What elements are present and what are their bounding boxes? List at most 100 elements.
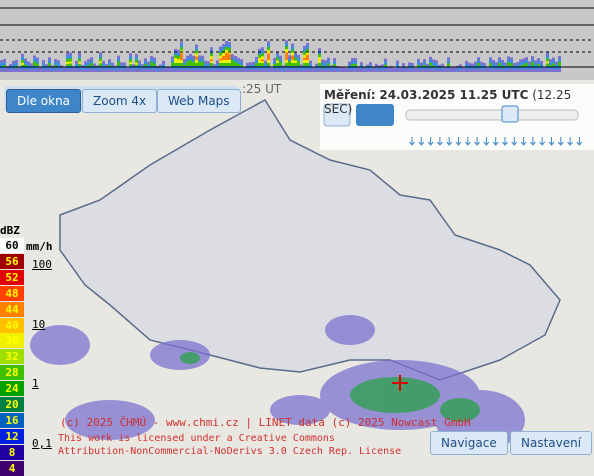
frame-arrow: [474, 137, 480, 146]
legend-level: 24: [0, 381, 24, 397]
frame-arrows: [409, 137, 583, 146]
histogram-bar: [498, 63, 501, 66]
histogram-bar: [531, 62, 534, 66]
histogram-bar: [132, 67, 135, 70]
histogram-bar: [444, 67, 447, 72]
histogram-bar: [318, 57, 321, 63]
slider-handle[interactable]: [501, 105, 519, 123]
histogram-bar: [255, 62, 258, 66]
histogram-bar: [294, 60, 297, 63]
histogram-bar: [105, 67, 108, 70]
histogram-bar: [222, 55, 225, 60]
histogram-bar: [237, 63, 240, 66]
nav-button[interactable]: Navigace: [430, 431, 508, 455]
histogram-bar: [177, 58, 180, 63]
histogram-bar: [99, 61, 102, 64]
histogram-bar: [378, 68, 381, 71]
histogram-bar: [114, 68, 117, 71]
histogram-bar: [459, 67, 462, 70]
histogram-bar: [387, 66, 390, 72]
histogram-bar: [141, 67, 144, 70]
frame-arrow: [511, 137, 518, 146]
histogram-bar: [213, 67, 216, 70]
histogram-bar: [432, 65, 435, 68]
histogram-bar: [195, 56, 198, 60]
histogram-bar: [243, 67, 246, 72]
hidden-time: :25 UT: [242, 82, 282, 96]
histogram-bar: [42, 63, 45, 69]
histogram-bar: [303, 57, 306, 60]
histogram-bar: [513, 66, 516, 69]
frame-arrow: [520, 137, 527, 146]
histogram-bar: [267, 53, 270, 60]
legend-level: 48: [0, 285, 24, 301]
histogram-bar: [324, 63, 327, 69]
histogram-bar: [477, 63, 480, 66]
play-button[interactable]: [356, 104, 394, 126]
histogram-bar: [345, 67, 348, 72]
histogram-bar: [117, 61, 120, 66]
legend-level: 16: [0, 412, 24, 428]
histogram-bar: [219, 58, 222, 61]
histogram-bar: [186, 61, 189, 66]
legend-level: 56: [0, 253, 24, 269]
legend-level: 12: [0, 428, 24, 444]
histogram-bar: [411, 66, 414, 69]
frame-arrow: [539, 137, 546, 146]
frame-arrow: [427, 137, 434, 146]
frame-arrow: [502, 137, 508, 146]
histogram-bar: [375, 66, 378, 69]
legend-level: 36: [0, 333, 24, 349]
histogram-bar: [273, 63, 276, 66]
histogram-bar: [258, 57, 261, 63]
frame-arrow: [530, 137, 536, 146]
histogram-bar: [270, 67, 273, 72]
reload-button[interactable]: [323, 103, 351, 127]
histogram-bar: [51, 68, 54, 71]
toolbar-button[interactable]: Web Maps: [157, 89, 241, 113]
slider[interactable]: [405, 109, 579, 121]
histogram-bar: [240, 65, 243, 68]
histogram-bar: [63, 67, 66, 72]
measurement-datetime: 24.03.2025 11.25 UTC: [379, 88, 529, 102]
dbz-title: dBZ: [0, 224, 20, 237]
histogram-bar: [3, 65, 6, 68]
toolbar-button[interactable]: Dle okna: [6, 89, 82, 113]
histogram-bar: [216, 63, 219, 69]
rate-label: 100: [32, 258, 52, 271]
histogram-bar: [546, 61, 549, 64]
histogram-bar: [486, 66, 489, 72]
histogram-bar: [357, 66, 360, 72]
histogram-bar: [510, 63, 513, 66]
histogram-bar: [339, 67, 342, 72]
histogram-bar: [465, 63, 468, 69]
map: [0, 0, 594, 450]
toolbar-button[interactable]: Zoom 4x: [82, 89, 158, 113]
frame-arrow: [455, 137, 462, 146]
nav-button[interactable]: Nastavení: [510, 431, 593, 455]
histogram-bar: [414, 67, 417, 72]
histogram-bar: [156, 68, 159, 71]
histogram-bar: [135, 62, 138, 65]
histogram-bar: [312, 67, 315, 72]
histogram-bar: [93, 66, 96, 69]
histogram-bar: [72, 66, 75, 72]
histogram-bar: [447, 63, 450, 66]
histogram-bar: [471, 66, 474, 69]
histogram-bar: [36, 63, 39, 66]
histogram-bar: [402, 66, 405, 69]
histogram-bar: [198, 61, 201, 66]
histogram-bar: [21, 62, 24, 65]
histogram-bar: [372, 67, 375, 72]
histogram-bar: [24, 64, 27, 67]
frame-arrow: [418, 137, 425, 146]
histogram-bar: [75, 63, 78, 69]
frame-arrow: [492, 137, 499, 146]
histogram-bar: [234, 62, 237, 66]
frame-arrow: [567, 137, 573, 146]
rate-title: mm/h: [26, 240, 53, 253]
histogram-bar: [558, 61, 561, 66]
histogram-bar: [210, 59, 213, 62]
histogram-bar: [366, 67, 369, 70]
frame-arrow: [437, 137, 443, 146]
